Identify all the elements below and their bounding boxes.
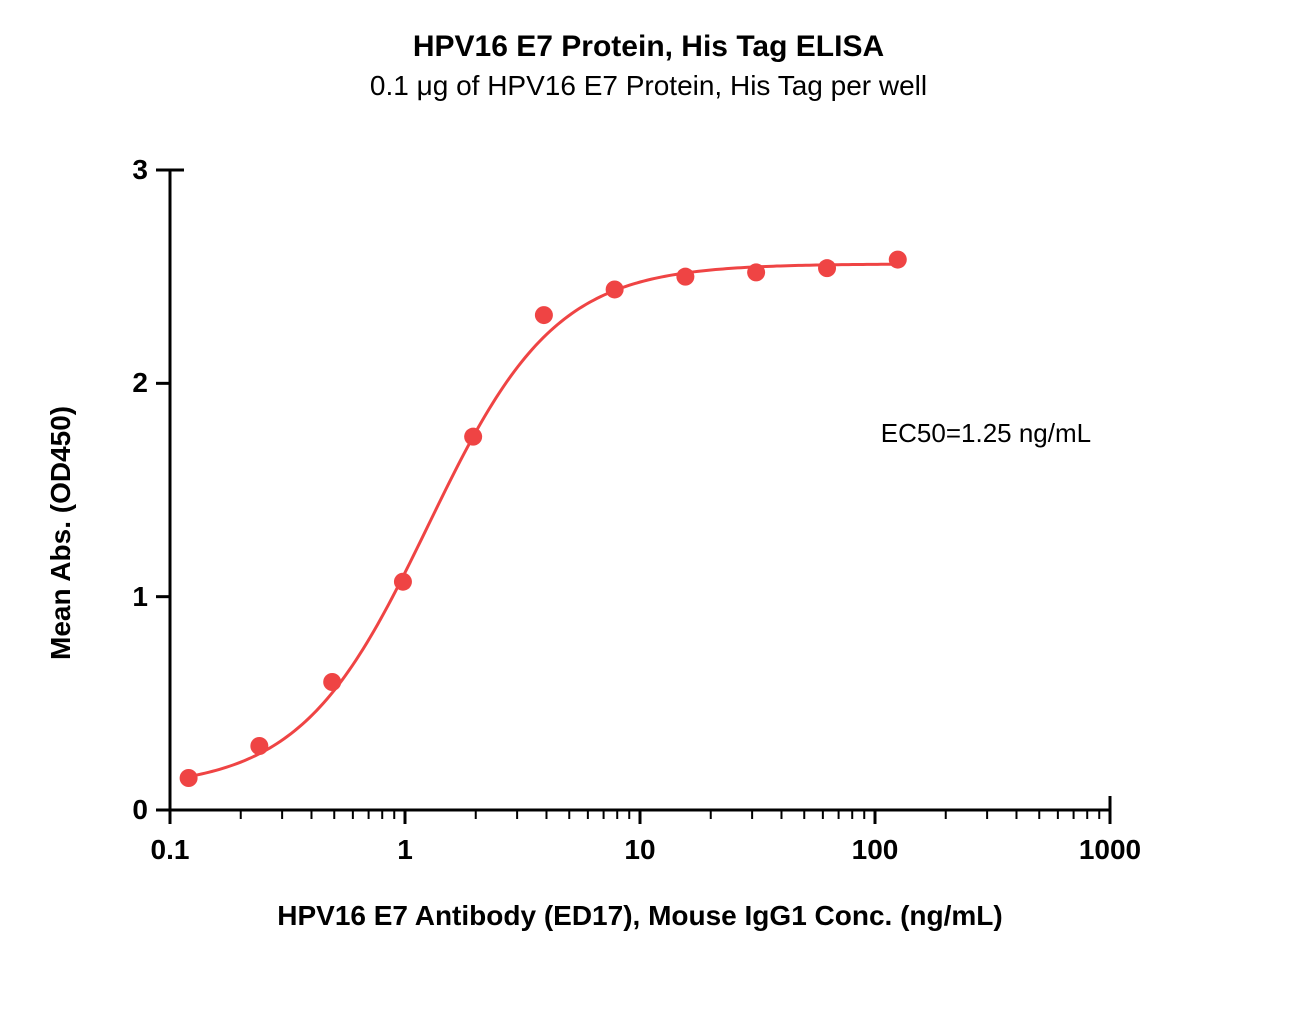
y-tick-label: 3 <box>88 154 148 186</box>
x-tick-label: 10 <box>590 834 690 866</box>
x-tick-label: 1000 <box>1060 834 1160 866</box>
y-tick-label: 2 <box>88 367 148 399</box>
plot-svg <box>0 0 1297 1035</box>
x-tick-label: 1 <box>355 834 455 866</box>
chart-container: HPV16 E7 Protein, His Tag ELISA 0.1 μg o… <box>0 0 1297 1035</box>
x-tick-label: 0.1 <box>120 834 220 866</box>
y-tick-label: 0 <box>88 794 148 826</box>
x-tick-label: 100 <box>825 834 925 866</box>
y-tick-label: 1 <box>88 581 148 613</box>
